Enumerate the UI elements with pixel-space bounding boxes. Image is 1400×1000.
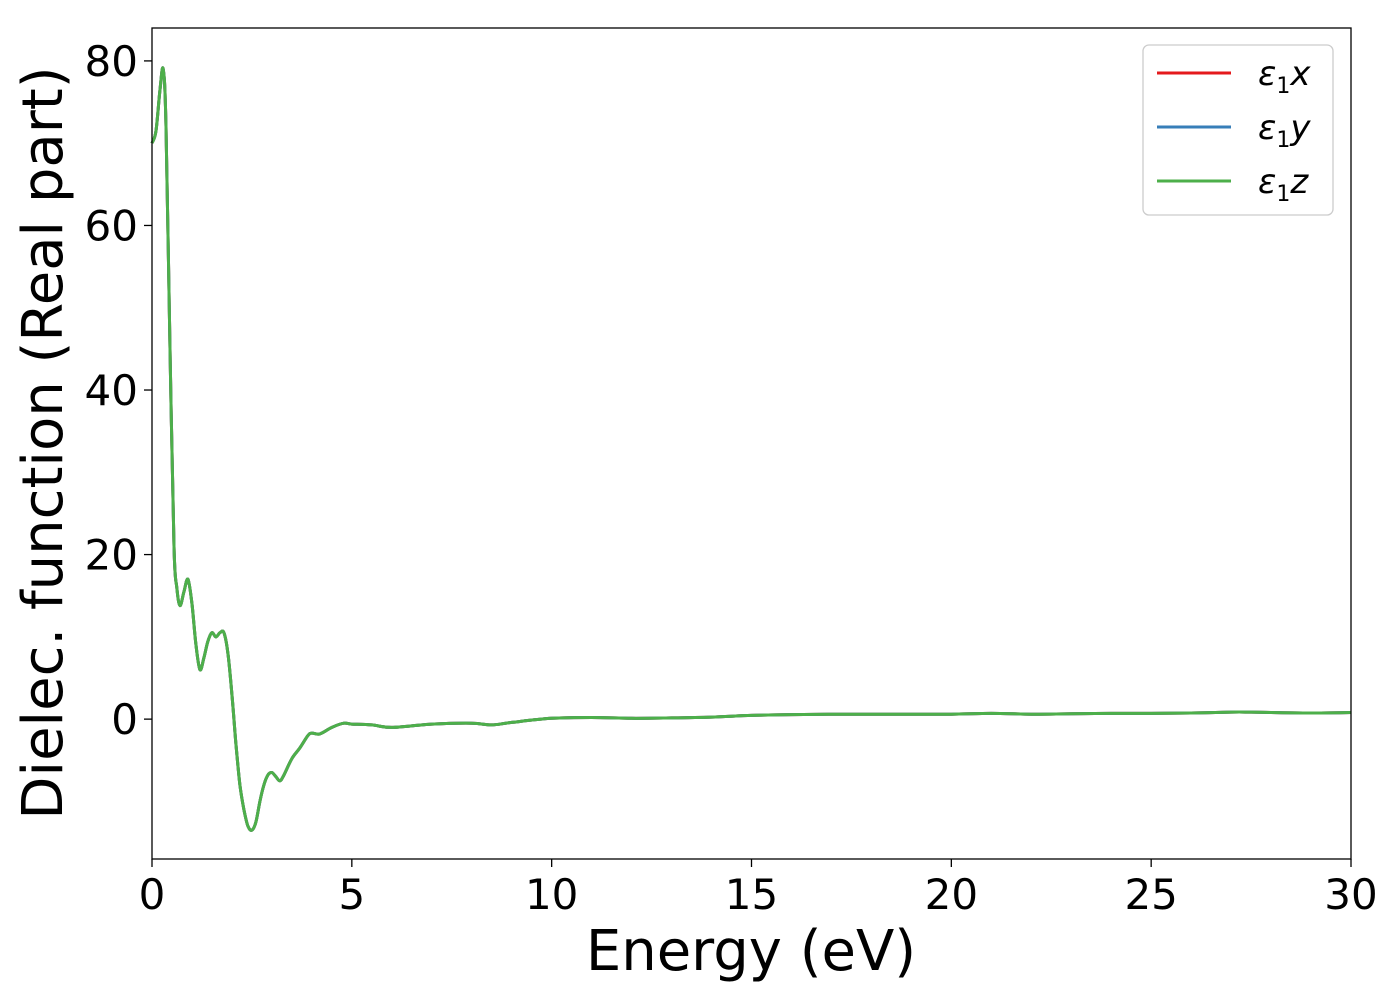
legend-box: [1142, 44, 1334, 216]
series-layer: [150, 66, 1352, 832]
y-tick-label: 0: [111, 695, 138, 744]
y-tick-label: 20: [85, 531, 138, 580]
x-tick-label: 25: [1124, 870, 1177, 919]
y-axis-ticks: 0 20 40 60 80: [85, 37, 152, 744]
y-axis-title: Dielec. function (Real part): [11, 66, 76, 819]
legend-label-y: ε1y: [1258, 108, 1311, 153]
legend: ε1x ε1y ε1z: [1142, 44, 1334, 216]
x-tick-label: 0: [139, 870, 166, 919]
x-tick-label: 15: [725, 870, 778, 919]
legend-label-x: ε1x: [1258, 54, 1311, 99]
y-tick-label: 60: [85, 201, 138, 250]
y-tick-label: 80: [85, 37, 138, 86]
x-axis-ticks: 0 5 10 15 20 25 30: [139, 859, 1378, 919]
x-tick-label: 5: [338, 870, 365, 919]
y-tick-label: 40: [85, 366, 138, 415]
x-axis-title: Energy (eV): [586, 919, 916, 984]
legend-label-z: ε1z: [1258, 162, 1309, 207]
x-tick-label: 20: [925, 870, 978, 919]
x-tick-label: 10: [525, 870, 578, 919]
x-tick-label: 30: [1324, 870, 1377, 919]
series-line-z: [150, 66, 1352, 832]
